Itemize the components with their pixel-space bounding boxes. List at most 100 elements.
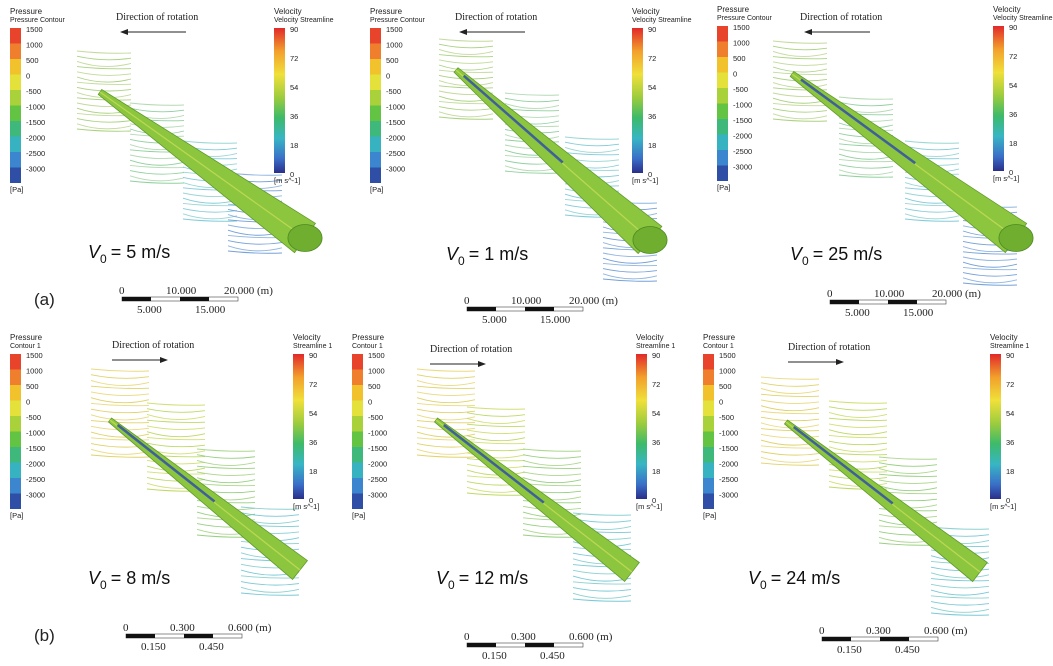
rotation-arrow-head (478, 361, 486, 367)
pressure-legend-subtitle: Pressure Contour (10, 17, 66, 24)
pressure-color-band (10, 493, 21, 509)
direction-of-rotation: Direction of rotation (455, 12, 537, 35)
scale-bar: 0 0.300 0.600 (m) 0.150 0.450 (464, 631, 613, 662)
streamline (522, 454, 582, 459)
scale-bar: 0 10.000 20.000 (m) 5.000 15.000 (464, 295, 618, 326)
streamline (416, 385, 476, 389)
pressure-color-band (703, 431, 714, 447)
inflow-velocity-label: V0 = 25 m/s (790, 244, 882, 268)
blade-leading-edge (99, 91, 306, 239)
scale-tick-label: 0 (464, 631, 470, 643)
pressure-legend-subtitle: Contour 1 (352, 343, 383, 350)
pressure-legend-title: Pressure (370, 7, 403, 16)
pressure-color-band (10, 369, 21, 385)
scale-tick-label: 5.000 (137, 304, 162, 316)
streamline (416, 431, 476, 438)
streamline (522, 465, 582, 469)
streamline (838, 101, 894, 107)
velocity-symbol: V (88, 568, 102, 588)
pressure-tick-label: 0 (26, 398, 30, 407)
streamline (416, 368, 476, 372)
pressure-legend-title: Pressure (352, 333, 385, 342)
inflow-velocity-text: V0 = 1 m/s (446, 244, 528, 268)
pressure-tick-label: -2000 (26, 460, 45, 469)
streamline (416, 437, 476, 441)
pressure-tick-label: -1500 (386, 118, 405, 127)
streamline (828, 417, 888, 421)
scale-tick-label: 0.300 (866, 625, 891, 637)
direction-label: Direction of rotation (430, 344, 512, 355)
pressure-color-band (352, 462, 363, 478)
streamline (878, 479, 938, 484)
pressure-tick-label: -2500 (26, 149, 45, 158)
pressure-tick-label: -2000 (719, 460, 738, 469)
streamline (962, 282, 1018, 286)
pressure-color-band (370, 28, 381, 44)
pressure-color-band (703, 416, 714, 432)
streamline (90, 385, 150, 389)
streamline (962, 277, 1018, 284)
streamline (146, 459, 206, 465)
pressure-unit-label: [Pa] (10, 185, 23, 194)
streamline (564, 136, 620, 140)
pressure-color-band (10, 431, 21, 447)
streamline (76, 81, 132, 85)
streamline (240, 512, 300, 517)
streamline (196, 465, 256, 469)
streamline (182, 140, 238, 144)
streamline (438, 80, 494, 87)
streamline (182, 202, 238, 207)
velocity-tick-label: 90 (309, 351, 317, 360)
velocity-tick-label: 72 (1009, 52, 1017, 61)
pressure-legend-subtitle: Pressure Contour (370, 17, 426, 24)
streamline (146, 431, 206, 438)
velocity-unit-label: [m s^-1] (632, 176, 658, 185)
inflow-velocity-text: V0 = 24 m/s (748, 568, 840, 592)
pressure-color-band (717, 88, 728, 104)
streamline-plane (466, 406, 526, 496)
scale-bar-segment (822, 637, 851, 641)
direction-label: Direction of rotation (116, 12, 198, 23)
pressure-tick-label: -3000 (719, 491, 738, 500)
streamline (182, 213, 238, 220)
velocity-value: = 5 m/s (111, 242, 171, 262)
streamline (196, 454, 256, 459)
velocity-tick-label: 18 (652, 467, 660, 476)
blade (107, 417, 309, 580)
pressure-color-band (703, 478, 714, 494)
streamline (838, 174, 894, 178)
pressure-tick-label: 1500 (386, 25, 403, 34)
streamline (76, 50, 132, 54)
pressure-unit-label: [Pa] (370, 185, 383, 194)
streamline (146, 402, 206, 406)
streamline (438, 106, 494, 111)
velocity-tick-label: 72 (652, 380, 660, 389)
streamline (466, 418, 526, 424)
streamline (438, 116, 494, 120)
streamline (760, 445, 820, 449)
streamline-plane (196, 448, 256, 538)
streamline (564, 152, 620, 156)
streamline (772, 113, 828, 120)
pressure-tick-label: -3000 (733, 163, 752, 172)
pressure-color-band (10, 478, 21, 494)
pressure-color-band (10, 90, 21, 106)
blade-root-section (287, 224, 323, 252)
streamline (838, 164, 894, 169)
velocity-symbol: V (436, 568, 450, 588)
streamline (962, 266, 1018, 271)
streamline (904, 140, 960, 144)
velocity-tick-label: 18 (1006, 467, 1014, 476)
velocity-value: = 1 m/s (469, 244, 529, 264)
velocity-legend-subtitle: Velocity Streamline (993, 15, 1053, 22)
scale-tick-label: 20.000 (m) (224, 285, 273, 297)
streamline (504, 97, 560, 103)
velocity-legend-subtitle: Streamline 1 (293, 343, 332, 350)
streamline (90, 454, 150, 458)
velocity-subscript: 0 (448, 578, 455, 592)
pressure-color-band (352, 416, 363, 432)
pressure-tick-label: -1500 (733, 116, 752, 125)
velocity-tick-label: 90 (648, 25, 656, 34)
streamline (416, 374, 476, 379)
